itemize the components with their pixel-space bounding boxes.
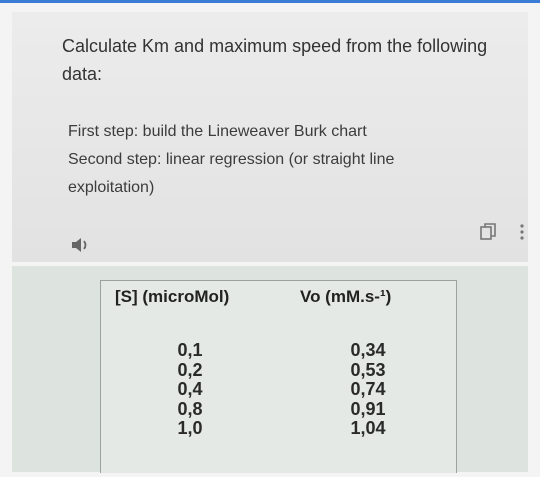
table-cell: 0,8 xyxy=(177,398,203,419)
step-line: Second step: linear regression (or strai… xyxy=(68,151,395,168)
table-cell: 0,91 xyxy=(350,398,386,419)
table-cell: 1,04 xyxy=(350,418,386,438)
more-icon[interactable] xyxy=(518,222,526,242)
table-cell: 1,0 xyxy=(177,418,203,438)
copy-icon[interactable] xyxy=(478,222,498,242)
data-table xyxy=(100,280,457,473)
table-cell: 0,4 xyxy=(177,379,203,399)
step-line: exploitation) xyxy=(68,179,155,196)
table-cell: 0,53 xyxy=(350,359,386,380)
table-header: Vo (mM.s-¹) xyxy=(300,287,392,306)
speaker-icon[interactable] xyxy=(70,235,92,255)
step-line: First step: build the Lineweaver Burk ch… xyxy=(68,123,367,140)
top-bar xyxy=(0,0,540,3)
question-panel xyxy=(12,12,528,262)
table-cell: 0,34 xyxy=(350,340,386,360)
question-line: data: xyxy=(62,64,103,84)
table-cell: 0,2 xyxy=(177,359,203,380)
table-cell: 0,74 xyxy=(350,379,386,399)
question-line: Calculate Km and maximum speed from the … xyxy=(62,36,488,56)
table-cell: 0,1 xyxy=(177,340,203,360)
table-header: [S] (microMol) xyxy=(115,287,230,306)
